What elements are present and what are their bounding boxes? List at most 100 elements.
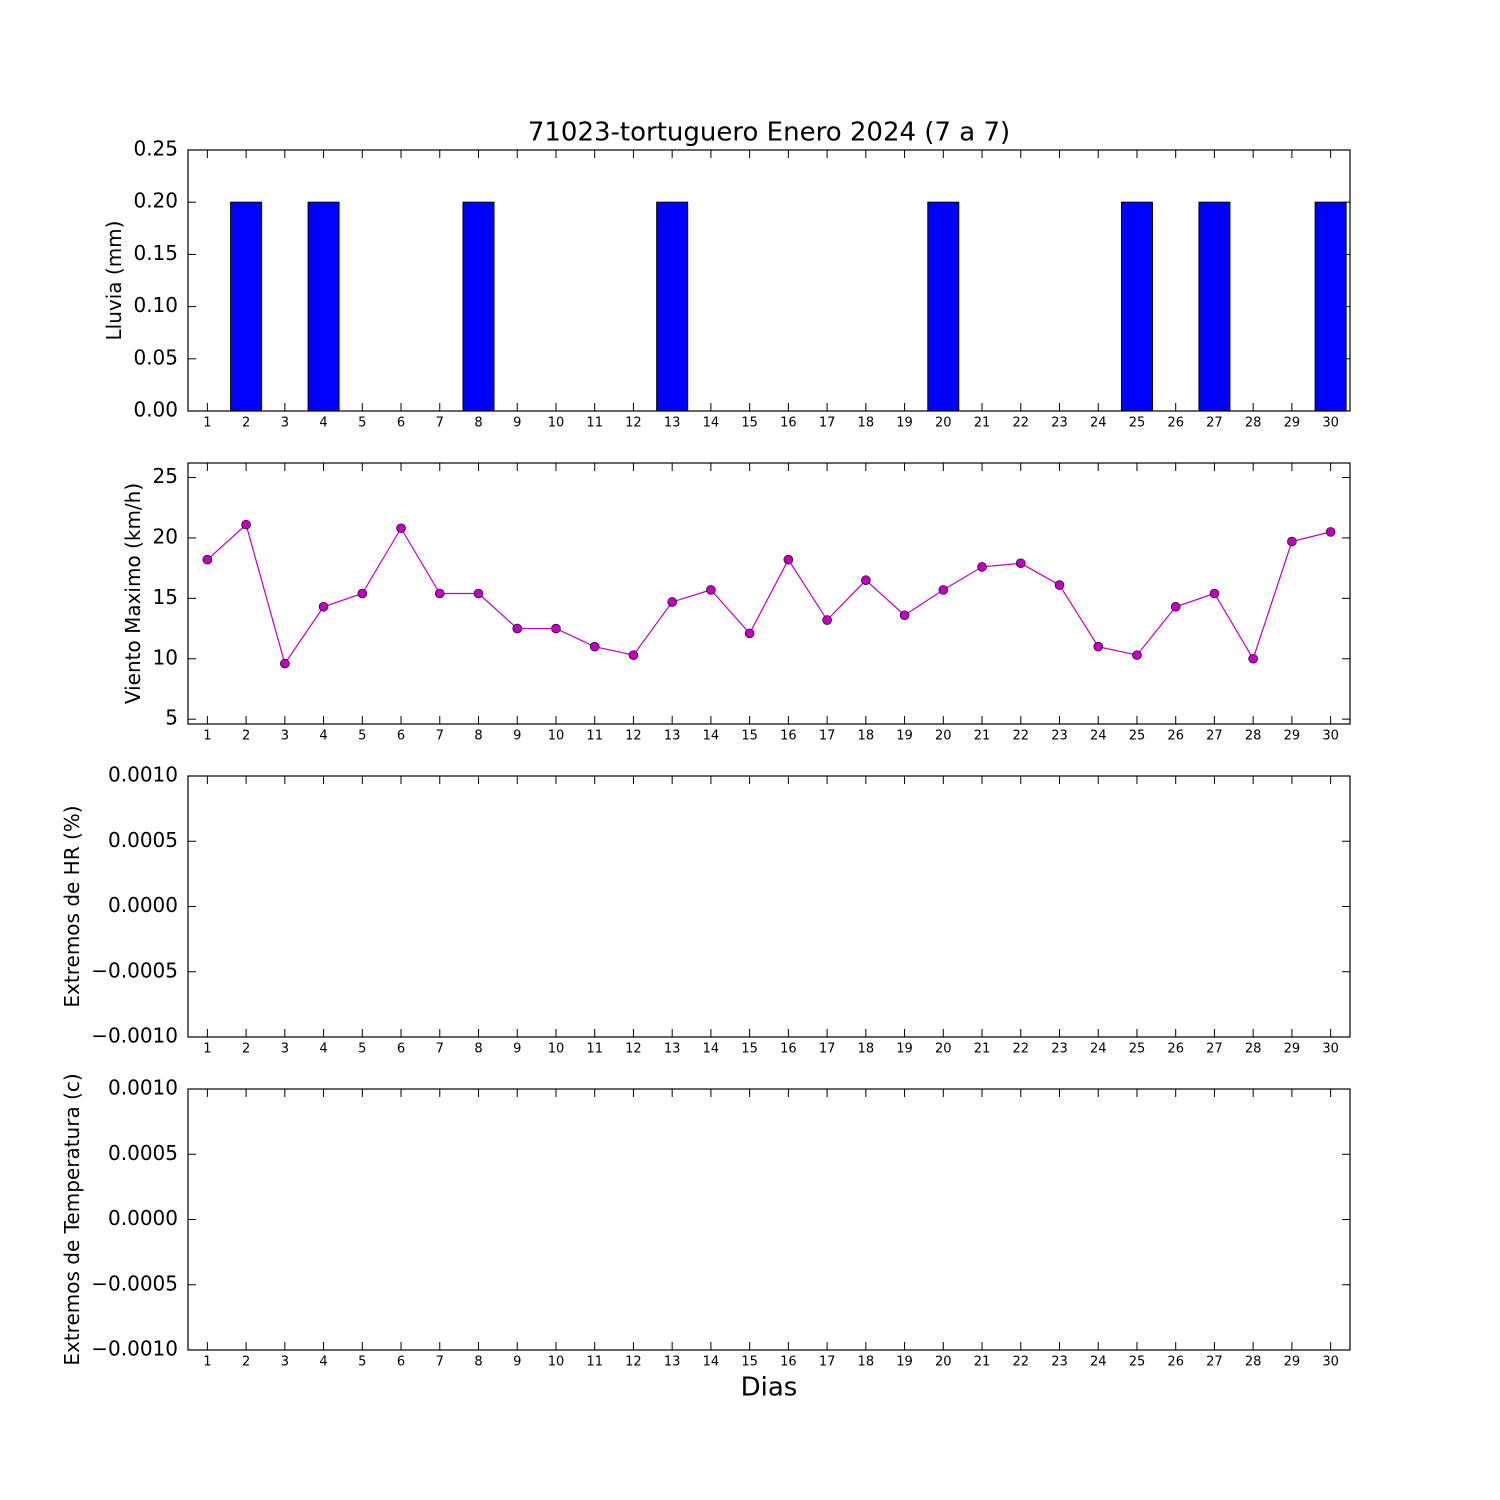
x-tick-label: 19	[896, 1042, 913, 1057]
x-tick-label: 2	[242, 1355, 250, 1370]
x-tick-label: 11	[586, 729, 603, 744]
x-tick-label: 12	[625, 729, 642, 744]
marker	[396, 523, 406, 534]
x-tick-label: 4	[319, 1042, 327, 1057]
x-tick-label: 8	[474, 729, 482, 744]
x-tick-label: 30	[1322, 1042, 1339, 1057]
x-tick-label: 27	[1206, 1355, 1223, 1370]
y-tick-label: 0.25	[133, 137, 178, 161]
x-tick-label: 18	[858, 1042, 875, 1057]
y-tick-label: 0.0010	[108, 1076, 178, 1100]
x-tick-label: 7	[436, 729, 444, 744]
x-tick-label: 6	[397, 1355, 405, 1370]
y-tick-label: 0.0010	[108, 763, 178, 787]
x-tick-label: 8	[474, 416, 482, 431]
x-tick-label: 27	[1206, 416, 1223, 431]
bar	[1120, 201, 1153, 412]
x-axis-label: Dias	[741, 1373, 798, 1403]
x-tick-label: 11	[586, 1042, 603, 1057]
x-tick-label: 14	[703, 416, 720, 431]
x-tick-label: 9	[513, 1355, 521, 1370]
marker	[1054, 580, 1065, 590]
marker	[357, 588, 368, 599]
marker	[1248, 653, 1258, 664]
y-tick-label: 0.00	[133, 398, 178, 422]
axes-frame	[187, 775, 1351, 1038]
x-tick-label: 1	[203, 729, 211, 744]
y-tick-label: −0.0005	[91, 1271, 178, 1295]
marker	[202, 554, 213, 565]
x-tick-label: 4	[319, 729, 327, 744]
x-tick-label: 2	[242, 729, 250, 744]
x-tick-label: 22	[1012, 416, 1029, 431]
x-tick-label: 20	[935, 729, 952, 744]
y-axis-label: Viento Maximo (km/h)	[121, 483, 145, 704]
x-tick-label: 24	[1090, 1042, 1107, 1057]
x-tick-label: 28	[1245, 416, 1262, 431]
marker	[551, 623, 561, 634]
x-tick-label: 27	[1206, 729, 1223, 744]
x-tick-label: 26	[1167, 1042, 1184, 1057]
x-tick-label: 20	[935, 1042, 952, 1057]
y-tick-label: 10	[153, 645, 178, 669]
x-tick-label: 9	[513, 416, 521, 431]
x-tick-label: 7	[436, 1042, 444, 1057]
x-tick-label: 8	[474, 1355, 482, 1370]
marker	[589, 641, 600, 652]
marker	[706, 585, 716, 595]
x-tick-label: 1	[203, 1042, 211, 1057]
marker	[899, 610, 910, 621]
x-tick-label: 23	[1051, 1042, 1068, 1057]
y-axis-label: Extremos de Temperatura (c)	[60, 1073, 84, 1365]
bar	[656, 201, 689, 412]
x-tick-label: 23	[1051, 416, 1068, 431]
x-tick-label: 19	[896, 1355, 913, 1370]
x-tick-label: 18	[858, 1355, 875, 1370]
marker	[1287, 536, 1297, 547]
x-tick-label: 2	[242, 416, 250, 431]
x-tick-label: 3	[281, 1355, 289, 1370]
line	[206, 523, 1331, 665]
marker	[667, 597, 677, 607]
x-tick-label: 29	[1284, 416, 1301, 431]
x-tick-label: 3	[281, 1042, 289, 1057]
x-tick-label: 2	[242, 1042, 250, 1057]
x-tick-label: 10	[548, 416, 565, 431]
x-tick-label: 12	[625, 1042, 642, 1057]
x-tick-label: 30	[1322, 416, 1339, 431]
y-tick-label: 15	[153, 585, 178, 609]
x-tick-label: 9	[513, 729, 521, 744]
x-tick-label: 7	[436, 416, 444, 431]
y-tick-label: 25	[153, 464, 178, 488]
x-tick-label: 20	[935, 416, 952, 431]
y-tick-label: −0.0005	[91, 958, 178, 982]
y-tick-label: 0.0000	[108, 1206, 178, 1230]
x-tick-label: 23	[1051, 729, 1068, 744]
y-axis-label: Extremos de HR (%)	[60, 805, 84, 1007]
x-tick-label: 4	[319, 1355, 327, 1370]
x-tick-label: 15	[741, 729, 758, 744]
axes-frame	[187, 462, 1351, 725]
chart-title: 71023-tortuguero Enero 2024 (7 a 7)	[528, 118, 1010, 148]
x-tick-label: 16	[780, 416, 797, 431]
x-tick-label: 28	[1245, 1355, 1262, 1370]
x-tick-label: 14	[703, 1042, 720, 1057]
x-tick-label: 15	[741, 416, 758, 431]
bar	[1198, 201, 1231, 412]
x-tick-label: 5	[358, 1355, 366, 1370]
marker	[938, 585, 949, 595]
x-tick-label: 3	[281, 416, 289, 431]
x-tick-label: 14	[703, 729, 720, 744]
x-tick-label: 5	[358, 729, 366, 744]
panel: 0.000.050.100.150.200.251 2 3 4 5 6 7 8 9 10 11 12 1…	[102, 118, 1351, 431]
x-tick-label: 20	[935, 1355, 952, 1370]
marker	[1015, 558, 1026, 569]
x-tick-label: 15	[741, 1355, 758, 1370]
x-tick-label: 25	[1129, 729, 1146, 744]
x-tick-label: 26	[1167, 416, 1184, 431]
x-tick-label: 25	[1129, 1355, 1146, 1370]
x-tick-label: 24	[1090, 416, 1107, 431]
x-tick-label: 13	[664, 416, 681, 431]
x-tick-label: 25	[1129, 416, 1146, 431]
